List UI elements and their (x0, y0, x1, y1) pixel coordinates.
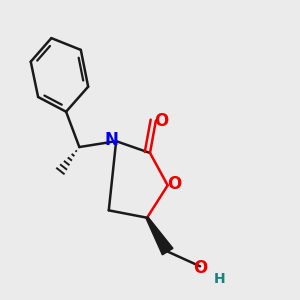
Text: H: H (213, 272, 225, 286)
Polygon shape (146, 217, 173, 255)
Text: O: O (167, 175, 181, 193)
Text: O: O (154, 112, 168, 130)
Text: N: N (105, 131, 119, 149)
Text: O: O (194, 260, 208, 278)
